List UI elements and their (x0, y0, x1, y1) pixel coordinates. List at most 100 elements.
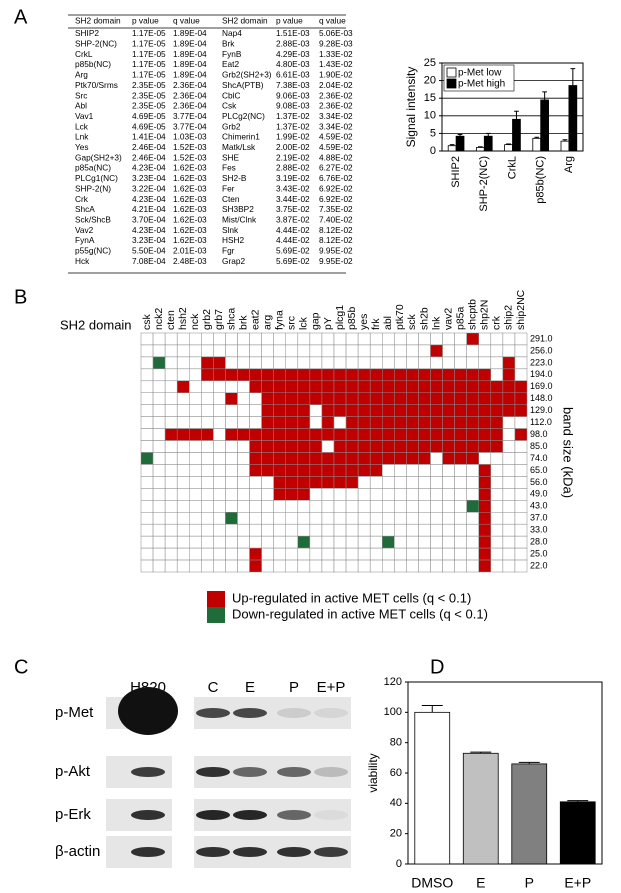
heatmap-cell (382, 344, 395, 358)
heatmap-cell (152, 380, 166, 393)
heatmap-cell (454, 476, 467, 489)
table-cell: 4.21E-04 (132, 204, 166, 214)
table-cell: 2.04E-02 (319, 80, 353, 90)
heatmap-cell (152, 512, 166, 525)
table-cell: Fes (222, 163, 236, 173)
heatmap-cell (309, 488, 323, 501)
heatmap-cell (369, 428, 383, 441)
heatmap-cell (237, 368, 250, 382)
heatmap-cell (345, 464, 359, 477)
heatmap-cell (406, 380, 419, 393)
heatmap-cell (357, 332, 371, 346)
heatmap-cell (273, 380, 286, 393)
heatmap-cell (454, 416, 467, 429)
heatmap-cell (502, 512, 516, 525)
heatmap-cell (249, 488, 262, 501)
heatmap-cell (297, 392, 311, 405)
heatmap-cell (237, 380, 250, 393)
heatmap-cell (297, 440, 311, 453)
table-cell: 2.01E-03 (173, 246, 207, 256)
heatmap-cell (297, 500, 311, 513)
heatmap-cell (237, 547, 250, 561)
heatmap-cell (237, 512, 250, 525)
heatmap-cell (273, 500, 286, 513)
heatmap-cell (261, 512, 274, 525)
heatmap-cell (382, 428, 395, 441)
heatmap-cell (201, 428, 214, 441)
y-tick-label: 20 (390, 828, 402, 840)
table-cell: 1.17E-05 (132, 39, 166, 49)
heatmap-cell (237, 392, 250, 405)
heatmap-cell (249, 368, 262, 382)
heatmap-cell (357, 452, 371, 465)
heatmap-cell (176, 392, 190, 405)
heatmap-cell (237, 344, 250, 358)
heatmap-cell (237, 535, 250, 549)
heatmap-cell (285, 332, 299, 346)
table-cell: 1.62E-03 (173, 163, 207, 173)
heatmap-cell (297, 559, 311, 573)
column-label: arg (261, 315, 273, 330)
heatmap-cell (164, 380, 178, 393)
heatmap-cell (345, 535, 359, 549)
heatmap-cell (490, 488, 504, 501)
blot-band (277, 767, 311, 777)
column-label: gap (310, 312, 322, 330)
heatmap-cell (176, 440, 190, 453)
bar (512, 118, 521, 152)
heatmap-cell (454, 440, 467, 453)
heatmap-cell (261, 356, 274, 370)
y-axis-label: Signal intensity (404, 67, 418, 148)
table-header: q value (319, 16, 346, 26)
heatmap-cell (345, 416, 359, 429)
heatmap-cell (321, 440, 335, 453)
heatmap-cell (273, 512, 286, 525)
heatmap-cell (176, 488, 190, 501)
heatmap-cell (394, 559, 407, 573)
heatmap-cell (430, 356, 443, 370)
table-cell: 1.17E-05 (132, 59, 166, 69)
heatmap-cell (382, 392, 395, 405)
heatmap-cell (514, 476, 528, 489)
heatmap-cell (442, 368, 455, 382)
heatmap-cell (357, 547, 371, 561)
heatmap-cell (321, 488, 335, 501)
heatmap-cell (502, 440, 516, 453)
table-cell: 3.43E-02 (276, 183, 310, 193)
table-cell: 2.35E-05 (132, 90, 166, 100)
heatmap-cell (490, 368, 504, 382)
heatmap-cell (490, 392, 504, 405)
heatmap-cell (261, 535, 274, 549)
table-cell: 1.89E-04 (173, 49, 207, 59)
heatmap-cell (478, 452, 492, 465)
heatmap-cell (333, 512, 347, 525)
heatmap-cell (369, 344, 383, 358)
heatmap-cell (249, 380, 262, 393)
heatmap-cell (514, 559, 528, 573)
table-cell: 1.62E-03 (173, 225, 207, 235)
heatmap-cell (176, 535, 190, 549)
blot-gap (172, 836, 194, 868)
heatmap-cell (490, 523, 504, 537)
table-cell: 4.88E-02 (319, 152, 353, 162)
heatmap-cell (418, 368, 431, 382)
heatmap-cell (357, 512, 371, 525)
heatmap-cell (466, 535, 479, 549)
heatmap-cell (454, 547, 467, 561)
heatmap-cell (357, 416, 371, 429)
heatmap-cell (382, 547, 395, 561)
heatmap-cell (189, 535, 202, 549)
heatmap-cell (249, 356, 262, 370)
heatmap-cell (442, 523, 455, 537)
heatmap-cell (164, 440, 178, 453)
table-cell: 2.88E-02 (276, 163, 310, 173)
heatmap-cell (321, 416, 335, 429)
table-cell: 1.89E-04 (173, 59, 207, 69)
heatmap-cell (321, 392, 335, 405)
heatmap-cell (430, 535, 443, 549)
heatmap-cell (297, 344, 311, 358)
column-label: hsh2 (177, 307, 189, 330)
table-cell: 2.46E-04 (132, 142, 166, 152)
heatmap-cell (285, 535, 299, 549)
table-cell: Chimerin1 (222, 132, 260, 142)
